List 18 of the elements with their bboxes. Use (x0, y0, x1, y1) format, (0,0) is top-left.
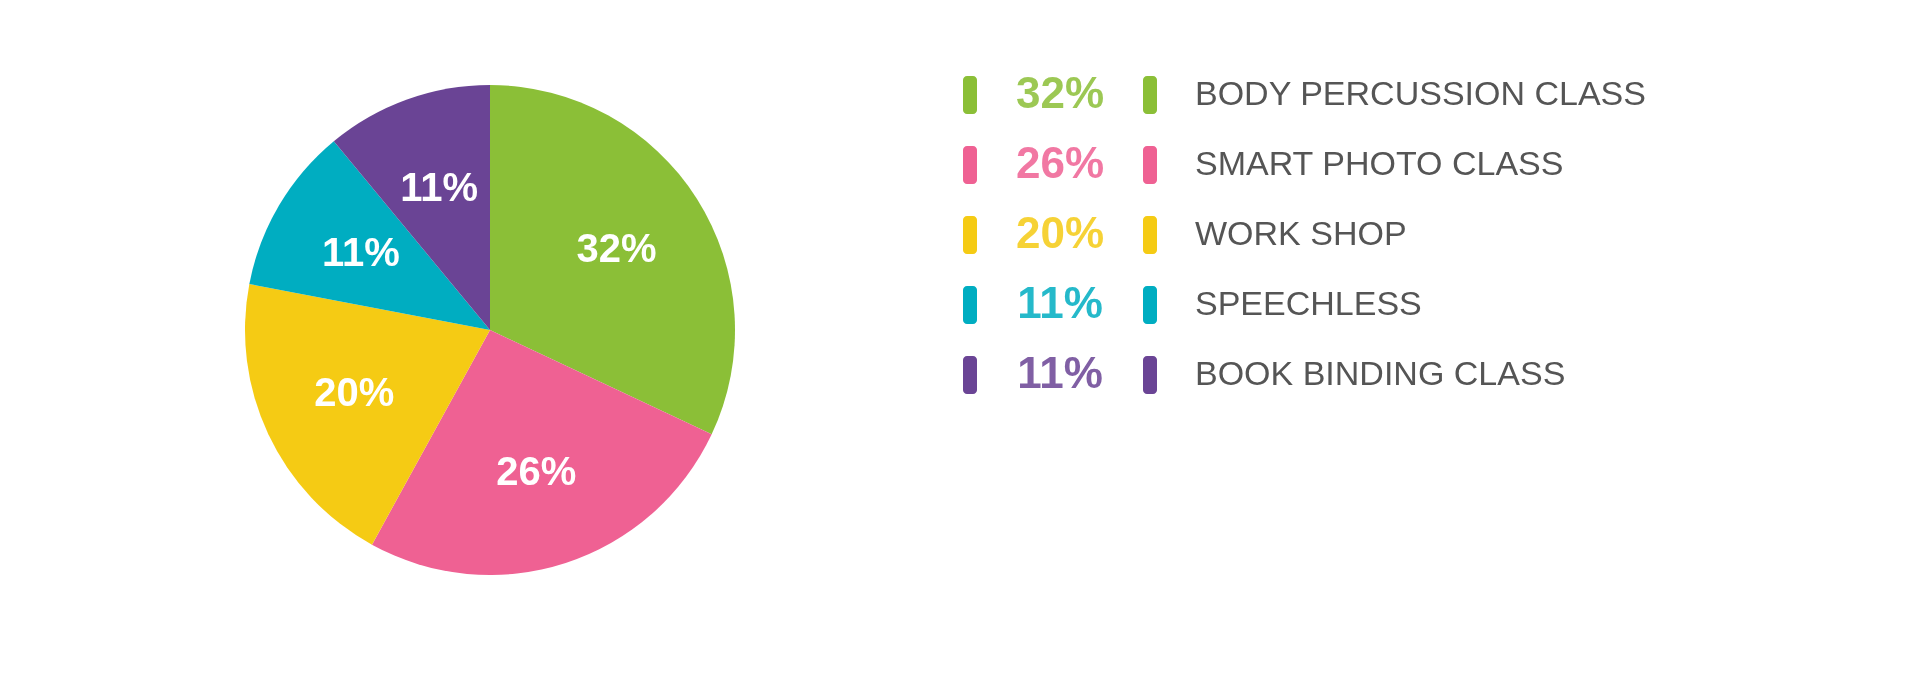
text: 20% (1015, 208, 1105, 257)
text: 26% (1015, 138, 1105, 187)
pie-slice (490, 85, 735, 435)
data-label: 32% (576, 225, 657, 270)
legend-label: SMART PHOTO CLASS (1195, 144, 1564, 182)
text: 11% (1017, 278, 1103, 327)
pie-slice (249, 141, 490, 330)
data-label: 11% (400, 164, 479, 209)
text: 11% (1017, 348, 1103, 397)
legend-label: SPEECHLESS (1195, 284, 1422, 322)
text: 32% (1015, 68, 1105, 117)
data-label: 26% (496, 448, 577, 493)
legend-label: BOOK BINDING CLASS (1195, 354, 1566, 392)
data-label: 20% (314, 369, 395, 414)
pie-slice (245, 284, 490, 545)
legend-label: WORK SHOP (1195, 214, 1407, 252)
data-label: 11% (321, 229, 400, 274)
legend-label: BODY PERCUSSION CLASS (1195, 74, 1646, 112)
